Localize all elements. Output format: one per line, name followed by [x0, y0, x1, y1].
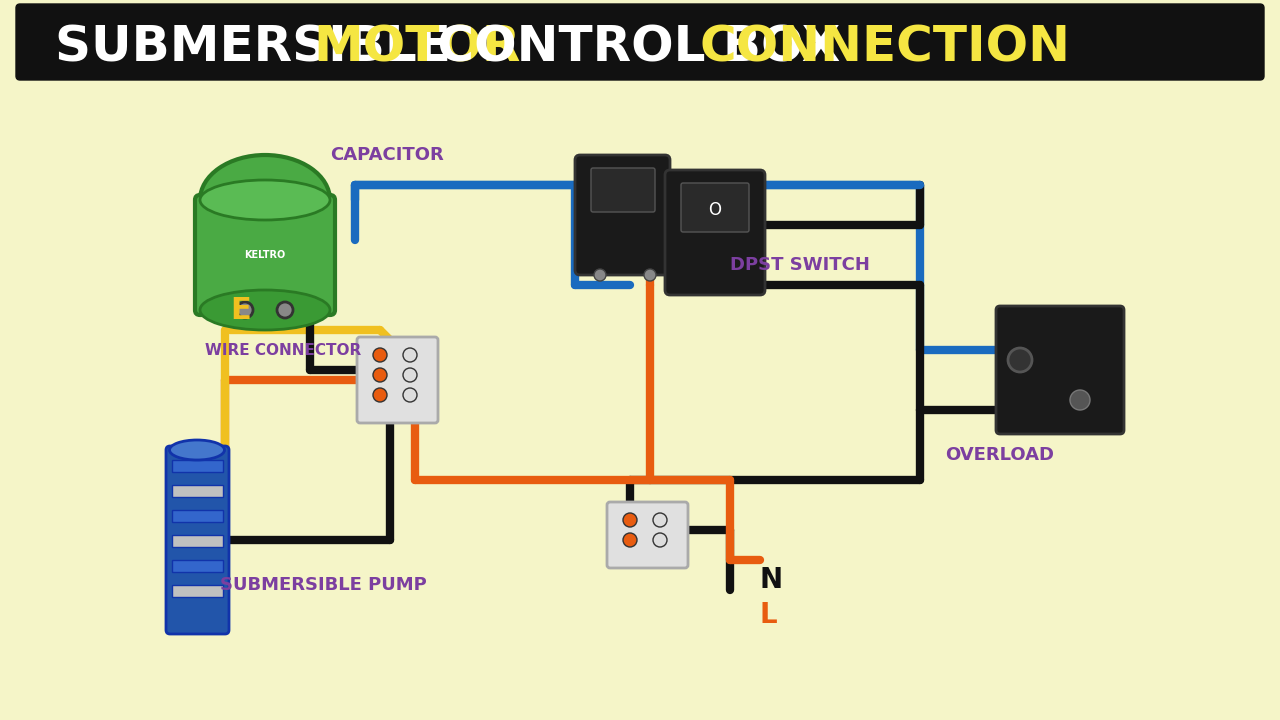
Circle shape: [403, 368, 417, 382]
Bar: [172, 560, 223, 572]
Circle shape: [594, 269, 605, 281]
Text: O: O: [709, 201, 722, 219]
Ellipse shape: [169, 440, 224, 460]
FancyBboxPatch shape: [195, 195, 335, 315]
Text: DPST SWITCH: DPST SWITCH: [730, 256, 870, 274]
Circle shape: [237, 302, 253, 318]
Bar: [172, 460, 223, 472]
Text: SUBMERSIBLE PUMP: SUBMERSIBLE PUMP: [220, 576, 426, 594]
Circle shape: [644, 269, 657, 281]
Text: MOTOR: MOTOR: [314, 23, 521, 71]
Circle shape: [276, 302, 293, 318]
Ellipse shape: [200, 290, 330, 330]
FancyBboxPatch shape: [591, 168, 655, 212]
Circle shape: [1009, 348, 1032, 372]
Circle shape: [403, 348, 417, 362]
FancyBboxPatch shape: [996, 306, 1124, 434]
Text: KELTRO: KELTRO: [244, 250, 285, 260]
FancyBboxPatch shape: [575, 155, 669, 275]
Text: CONTROL BOX: CONTROL BOX: [421, 23, 858, 71]
Text: OVERLOAD: OVERLOAD: [946, 446, 1055, 464]
Text: WIRE CONNECTOR: WIRE CONNECTOR: [205, 343, 361, 358]
Text: N: N: [760, 566, 783, 594]
Circle shape: [372, 368, 387, 382]
Circle shape: [623, 533, 637, 547]
Text: E: E: [230, 295, 251, 325]
Circle shape: [653, 533, 667, 547]
Text: CONNECTION: CONNECTION: [700, 23, 1071, 71]
Circle shape: [372, 348, 387, 362]
FancyBboxPatch shape: [357, 337, 438, 423]
Text: CAPACITOR: CAPACITOR: [330, 146, 444, 164]
Circle shape: [653, 513, 667, 527]
Ellipse shape: [200, 180, 330, 220]
Bar: [172, 485, 223, 497]
Text: L: L: [760, 601, 778, 629]
Bar: [172, 585, 223, 597]
FancyBboxPatch shape: [666, 170, 765, 295]
Bar: [172, 510, 223, 522]
Circle shape: [372, 388, 387, 402]
Circle shape: [623, 513, 637, 527]
FancyBboxPatch shape: [15, 4, 1265, 80]
Circle shape: [403, 388, 417, 402]
FancyBboxPatch shape: [166, 446, 229, 634]
Ellipse shape: [200, 155, 330, 245]
Bar: [172, 535, 223, 547]
Circle shape: [1070, 390, 1091, 410]
FancyBboxPatch shape: [607, 502, 689, 568]
Text: SUBMERSIBLE: SUBMERSIBLE: [55, 23, 468, 71]
FancyBboxPatch shape: [681, 183, 749, 232]
